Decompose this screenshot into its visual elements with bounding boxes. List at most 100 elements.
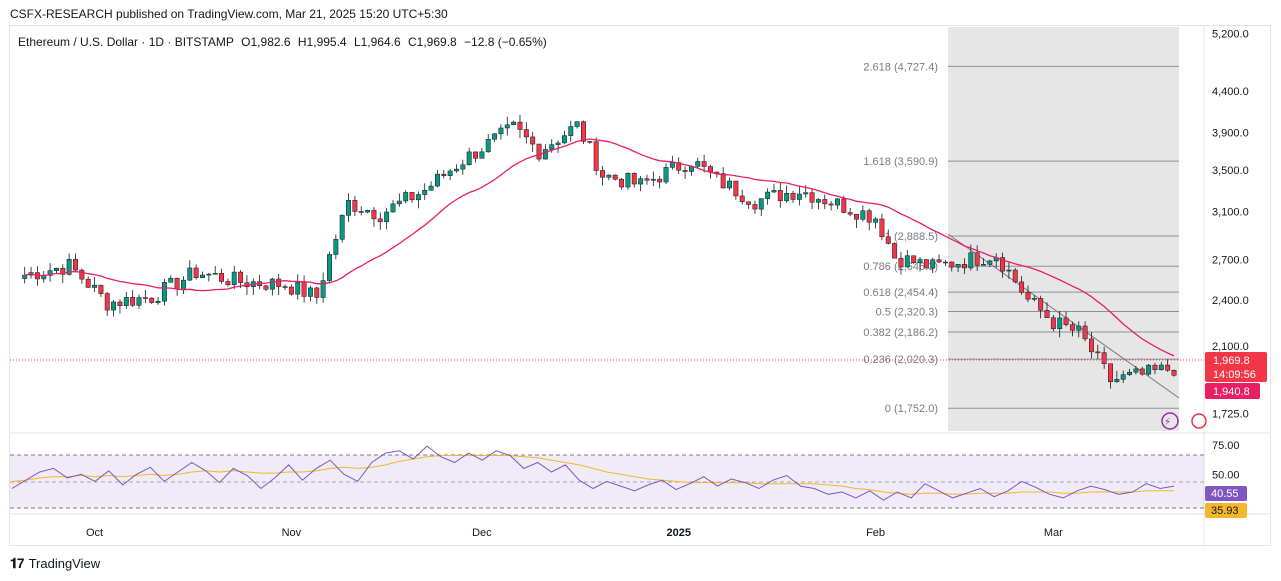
- price-tick-label: 2,700.0: [1212, 254, 1249, 266]
- candle-body: [377, 218, 383, 223]
- candle-body: [238, 271, 244, 283]
- candle-body: [441, 173, 447, 176]
- candle-body: [142, 297, 148, 299]
- candle-body: [746, 201, 752, 205]
- candle-body: [53, 267, 59, 271]
- tradingview-brand[interactable]: 𝟏7 TradingView: [10, 555, 100, 572]
- candle-body: [454, 168, 459, 172]
- candle-body: [727, 180, 732, 189]
- candle-body: [1146, 364, 1152, 375]
- time-tick-label: Dec: [472, 527, 492, 539]
- fib-label: 0.236 (2,020.3): [863, 354, 938, 366]
- candle-body: [200, 274, 205, 278]
- candle-body: [193, 267, 199, 278]
- candle-body: [174, 277, 180, 290]
- candle-body: [593, 141, 599, 171]
- brand-name: TradingView: [28, 556, 101, 571]
- candle-body: [1095, 351, 1101, 354]
- current-price-tag: 1,969.8 14:09:56: [1205, 352, 1267, 382]
- rsi-ma-value: 35.93: [1211, 505, 1239, 517]
- candle-body: [85, 278, 91, 288]
- candle-body: [307, 287, 313, 297]
- candle-body: [942, 261, 948, 264]
- candle-body: [676, 162, 682, 171]
- candle-body: [892, 243, 898, 259]
- candle-body: [619, 178, 625, 188]
- change-value: −12.8 (−0.65%): [464, 35, 547, 49]
- candle-body: [669, 162, 675, 168]
- chart-frame: [9, 25, 1271, 546]
- rsi-tick-label: 50.00: [1212, 469, 1240, 481]
- time-axis[interactable]: Oct Nov Dec 2025 Feb Mar: [86, 527, 1063, 539]
- candle-body: [295, 281, 301, 295]
- candle-body: [784, 193, 790, 202]
- symbol-legend[interactable]: Ethereum / U.S. Dollar · 1D · BITSTAMP O…: [18, 35, 551, 49]
- candle-body: [301, 281, 307, 297]
- fib-label: 2.618 (4,727.4): [863, 61, 938, 73]
- candle-body: [269, 278, 275, 290]
- candle-body: [1089, 338, 1094, 353]
- candle-body: [904, 255, 910, 268]
- candle-body: [796, 193, 802, 200]
- candle-body: [1133, 368, 1139, 373]
- candle-body: [276, 278, 282, 287]
- candle-body: [568, 126, 574, 136]
- candle-body: [339, 215, 345, 240]
- close-value: C1,969.8: [408, 35, 457, 49]
- candle-body: [1006, 269, 1012, 272]
- candle-body: [371, 210, 377, 220]
- candle-body: [809, 192, 815, 203]
- candle-body: [555, 142, 561, 145]
- candle-body: [911, 255, 917, 263]
- candle-body: [638, 178, 644, 185]
- candle-body: [803, 192, 809, 195]
- candle-body: [498, 127, 504, 135]
- candle-body: [873, 218, 879, 223]
- fib-levels: 2.618 (4,727.4) 1.618 (3,590.9) 1 (2,888.5…: [863, 61, 1179, 415]
- candle-body: [1076, 325, 1082, 331]
- price-axis[interactable]: 5,200.0 4,400.0 3,900.0 3,500.0 3,100.0 2,700…: [1212, 29, 1249, 421]
- tradingview-logo-icon: 𝟏7: [10, 555, 25, 571]
- candle-body: [434, 173, 440, 187]
- fib-label: 1 (2,888.5): [885, 231, 938, 243]
- symbol-name: Ethereum / U.S. Dollar · 1D · BITSTAMP: [18, 35, 234, 49]
- candle-body: [92, 284, 97, 288]
- globe-icon[interactable]: [1191, 413, 1207, 429]
- candle-body: [358, 211, 364, 213]
- candle-body: [1139, 368, 1145, 375]
- fib-label: 1.618 (3,590.9): [863, 156, 938, 168]
- time-tick-label: 2025: [666, 527, 690, 539]
- candle-body: [600, 170, 605, 178]
- price-tick-label: 3,100.0: [1212, 207, 1249, 219]
- price-tick-label: 1,725.0: [1212, 409, 1249, 421]
- candle-body: [1057, 317, 1063, 329]
- candle-body: [225, 281, 231, 285]
- rsi-axis: 75.00 50.00: [1212, 440, 1240, 481]
- fib-label: 0.618 (2,454.4): [863, 287, 938, 299]
- candle-body: [657, 178, 663, 183]
- candle-body: [1082, 325, 1088, 340]
- candle-body: [1044, 310, 1050, 318]
- candle-body: [288, 286, 294, 295]
- candle-body: [917, 259, 923, 263]
- candle-body: [161, 282, 167, 302]
- candle-body: [682, 170, 688, 172]
- fib-label: 0.5 (2,320.3): [876, 306, 938, 318]
- price-tick-label: 2,100.0: [1212, 341, 1249, 353]
- candle-body: [79, 269, 85, 280]
- price-tick-label: 5,200.0: [1212, 29, 1249, 41]
- candle-body: [758, 198, 764, 210]
- candle-body: [968, 252, 974, 269]
- candle-body: [790, 193, 796, 200]
- candle-body: [511, 121, 517, 126]
- fib-label: 0 (1,752.0): [885, 403, 938, 415]
- candle-body: [1165, 364, 1171, 371]
- candle-body: [822, 199, 828, 205]
- candle-body: [828, 203, 834, 206]
- magic-icon[interactable]: ⚡: [1161, 412, 1179, 430]
- candle-body: [282, 286, 288, 288]
- candle-body: [136, 297, 142, 306]
- rsi-ma-tag: 35.93: [1205, 503, 1247, 518]
- candle-body: [212, 273, 218, 275]
